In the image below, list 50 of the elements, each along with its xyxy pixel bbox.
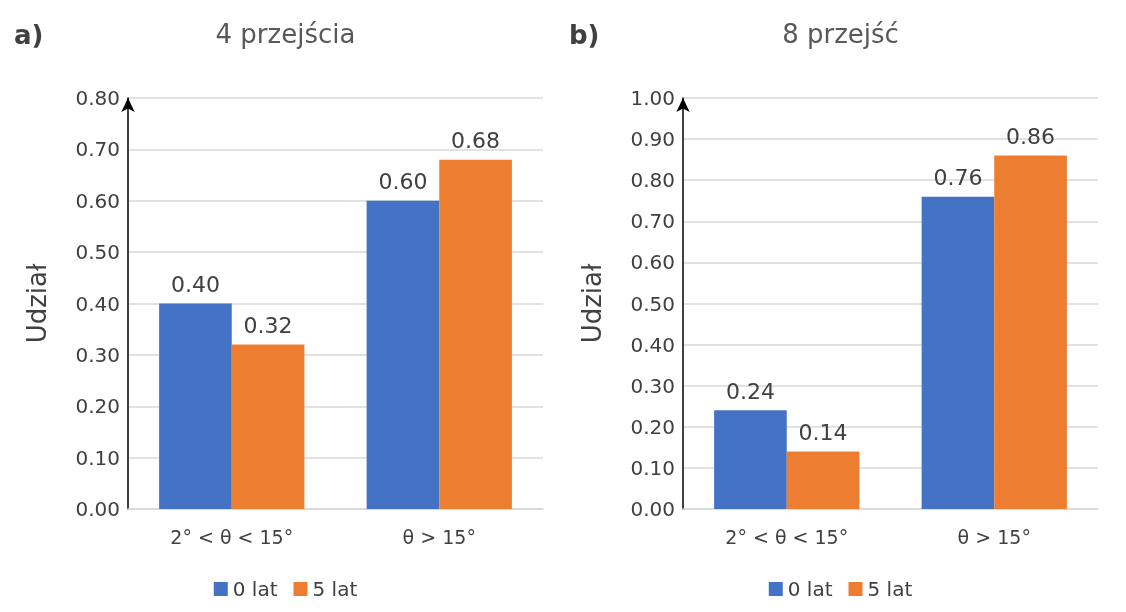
y-tick-label: 0.50 [630,291,675,316]
data-label: 0.68 [451,128,501,154]
y-axis-title: Udział [577,263,607,344]
y-tick-label: 0.60 [75,188,120,213]
data-label: 0.32 [243,313,293,339]
y-tick-label: 0.40 [75,291,120,316]
x-tick-label: 2° < θ < 15° [170,525,294,548]
y-tick-label: 0.70 [630,209,675,234]
data-label: 0.86 [1006,124,1056,150]
data-label: 0.14 [798,419,848,445]
legend-label: 0 lat [232,577,278,601]
y-tick-label: 0.70 [75,137,120,162]
bar [921,196,995,509]
bar [714,410,787,509]
y-tick-label: 0.40 [630,332,675,357]
data-label: 0.60 [378,169,428,195]
chart-title: 8 przejść [782,19,899,49]
legend-label: 0 lat [787,577,833,601]
legend-label: 5 lat [867,577,913,601]
bar [786,451,860,509]
y-tick-label: 0.60 [630,250,675,275]
y-tick-label: 0.30 [630,373,675,398]
y-tick-label: 0.20 [630,414,675,439]
x-tick-label: 2° < θ < 15° [725,525,849,548]
y-tick-label: 0.20 [75,394,120,419]
text: a) [14,20,44,50]
data-label: 0.40 [170,272,220,297]
bar [366,200,440,509]
bar [439,159,512,509]
legend-label: 5 lat [312,577,358,601]
y-axis-title: Udział [22,263,52,344]
y-tick-label: 0.80 [630,168,675,193]
bar [231,344,305,509]
y-tick-label: 0.30 [75,342,120,367]
data-label: 0.24 [725,378,775,404]
x-tick-label: θ > 15° [957,525,1031,548]
text: b) [569,20,600,50]
y-tick-label: 1.00 [630,86,675,110]
bar [159,303,232,509]
x-tick-label: θ > 15° [402,525,476,548]
bar [994,155,1067,509]
y-tick-label: 0.80 [75,86,120,110]
y-tick-label: 0.00 [630,497,675,521]
y-tick-label: 0.10 [630,455,675,480]
y-tick-label: 0.90 [630,127,675,152]
y-tick-label: 0.10 [75,445,120,470]
data-label: 0.76 [933,165,983,191]
chart-title: 4 przejścia [215,19,356,49]
y-tick-label: 0.50 [75,240,120,265]
y-tick-label: 0.00 [75,497,120,521]
